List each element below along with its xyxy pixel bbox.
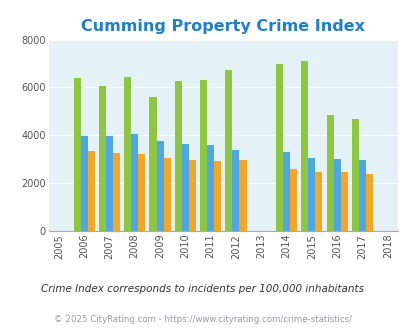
Bar <box>275 63 282 231</box>
Bar <box>156 141 163 231</box>
Bar <box>315 172 322 231</box>
Bar <box>124 77 131 231</box>
Bar <box>106 137 113 231</box>
Bar <box>207 145 214 231</box>
Bar <box>149 97 156 231</box>
Bar <box>358 160 365 231</box>
Bar <box>188 160 196 231</box>
Bar <box>113 153 120 231</box>
Bar <box>73 78 81 231</box>
Bar <box>290 169 296 231</box>
Text: © 2025 CityRating.com - https://www.cityrating.com/crime-statistics/: © 2025 CityRating.com - https://www.city… <box>54 315 351 324</box>
Bar <box>239 160 246 231</box>
Bar <box>87 151 94 231</box>
Bar <box>225 70 232 231</box>
Bar <box>98 86 106 231</box>
Bar <box>163 158 170 231</box>
Bar <box>340 172 347 231</box>
Text: Crime Index corresponds to incidents per 100,000 inhabitants: Crime Index corresponds to incidents per… <box>41 284 364 294</box>
Title: Cumming Property Crime Index: Cumming Property Crime Index <box>81 19 364 34</box>
Bar <box>307 158 315 231</box>
Bar <box>131 134 138 231</box>
Bar <box>174 82 181 231</box>
Bar <box>326 115 333 231</box>
Bar <box>301 61 307 231</box>
Bar <box>282 152 290 231</box>
Bar <box>232 150 239 231</box>
Bar <box>214 161 221 231</box>
Bar <box>365 174 372 231</box>
Bar <box>351 118 358 231</box>
Bar <box>181 144 188 231</box>
Bar <box>138 154 145 231</box>
Bar <box>81 137 87 231</box>
Bar <box>333 159 340 231</box>
Bar <box>200 80 207 231</box>
